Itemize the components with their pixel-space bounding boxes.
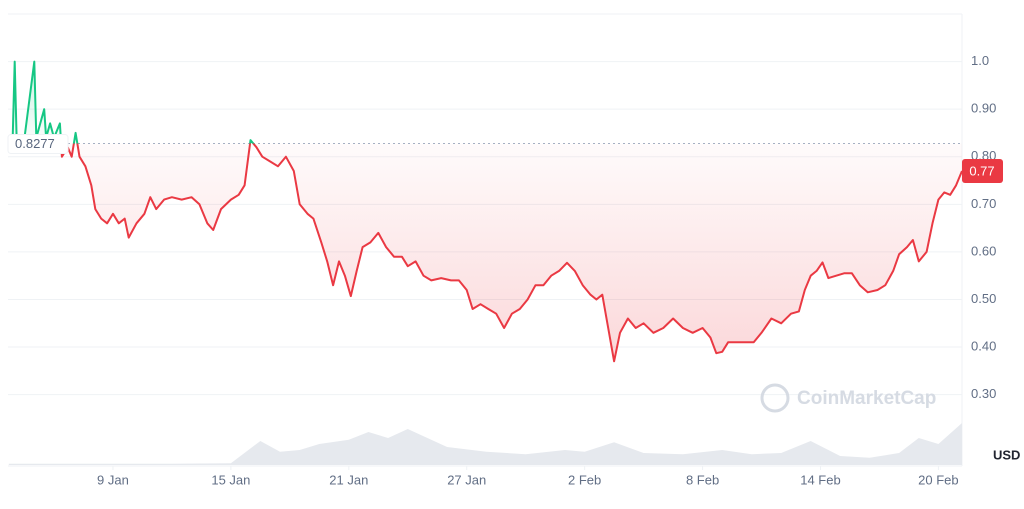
x-tick-label: 15 Jan <box>211 472 250 487</box>
volume-area <box>8 423 963 465</box>
currency-label: USD <box>993 447 1020 462</box>
series <box>8 60 963 363</box>
x-tick-label: 27 Jan <box>447 472 486 487</box>
volume <box>8 423 963 465</box>
x-tick-label: 2 Feb <box>568 472 601 487</box>
x-tick-label: 21 Jan <box>329 472 368 487</box>
y-tick-label: 0.50 <box>971 291 996 306</box>
watermark-text: CoinMarketCap <box>797 388 936 409</box>
x-tick-label: 14 Feb <box>800 472 840 487</box>
price-tag: 0.77 <box>969 163 994 178</box>
y-tick-label: 0.40 <box>971 338 996 353</box>
price-line-down <box>60 143 963 363</box>
area-down <box>61 143 962 362</box>
baseline-label-box <box>7 134 69 155</box>
watermark: CoinMarketCap <box>760 383 936 413</box>
baseline-label: 0.8277 <box>15 136 55 151</box>
labels: USD 0.300.400.500.600.700.800.901.09 Jan… <box>7 53 1020 487</box>
x-tick-label: 9 Jan <box>97 472 129 487</box>
price-tag-box <box>962 159 1003 184</box>
y-tick-label: 1.0 <box>971 53 989 68</box>
y-tick-label: 0.70 <box>971 196 996 211</box>
x-tick-label: 8 Feb <box>686 472 719 487</box>
y-tick-label: 0.60 <box>971 243 996 258</box>
y-tick-label: 0.90 <box>971 101 996 116</box>
y-tick-label: 0.30 <box>971 386 996 401</box>
x-tick-label: 20 Feb <box>918 472 958 487</box>
watermark-logo <box>760 383 790 413</box>
